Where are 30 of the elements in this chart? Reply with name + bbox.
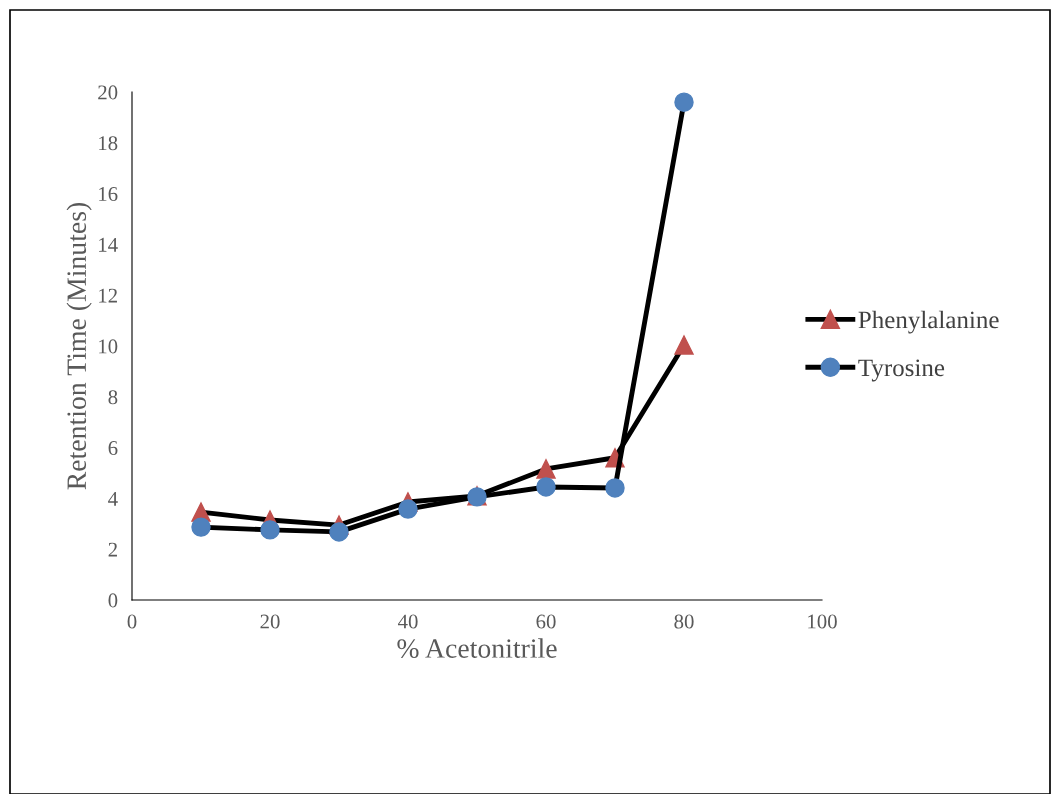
y-tick-label: 8 [108, 390, 118, 405]
y-tick-label: 0 [108, 593, 118, 608]
point [674, 335, 694, 355]
x-axis-title: % Acetonitrile [397, 638, 557, 658]
y-tick-label: 18 [99, 136, 118, 151]
y-tick-label: 20 [98, 85, 118, 100]
point [536, 477, 556, 497]
point [191, 517, 211, 537]
point [398, 499, 418, 519]
x-tick-label: 20 [260, 614, 280, 629]
y-axis-title: Retention Time (Minutes) [66, 202, 92, 490]
y-tick-label: 4 [108, 491, 118, 506]
x-tick-label: 100 [808, 614, 837, 629]
y-tick-label: 2 [108, 542, 117, 557]
y-tick-label: 16 [99, 187, 118, 202]
y-tick-label: 10 [99, 339, 118, 354]
point [329, 522, 349, 542]
y-tick-label: 6 [108, 441, 118, 456]
x-tick-label: 60 [536, 614, 556, 629]
x-tick-label: 80 [674, 614, 694, 629]
point [674, 92, 694, 112]
y-tick-label: 12 [99, 288, 117, 303]
y-tick-label: 14 [99, 237, 118, 252]
point [260, 520, 280, 540]
x-tick-label: 40 [397, 614, 418, 629]
legend-label: Tyrosine [858, 359, 945, 382]
point [605, 478, 625, 498]
x-tick-label: 0 [127, 614, 137, 629]
legend-label: Phenylalanine [858, 310, 999, 334]
point [536, 459, 556, 479]
